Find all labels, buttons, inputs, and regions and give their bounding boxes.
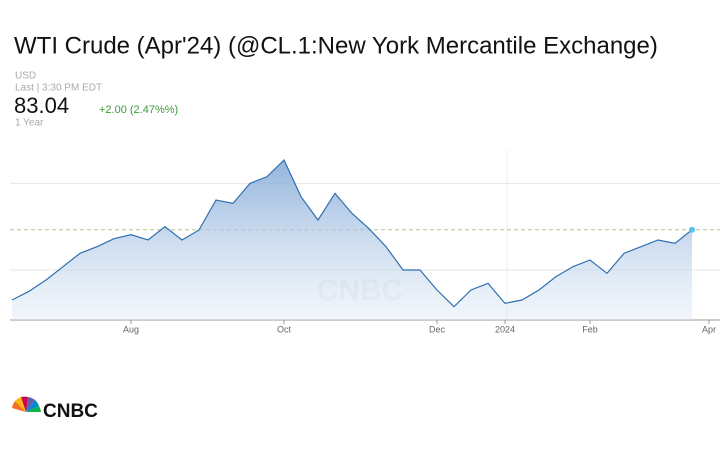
line <box>11 158 693 308</box>
x-tick-label: Aug <box>123 324 139 334</box>
x-tick-label: Feb <box>582 324 598 334</box>
last-time: Last | 3:30 PM EDT <box>15 83 102 94</box>
logo: CNBC <box>12 396 98 422</box>
last-point <box>689 226 695 233</box>
change: +2.00 (2.47%%) <box>99 104 178 116</box>
x-tick-label: Oct <box>277 324 292 334</box>
chart-title: WTI Crude (Apr'24) (@CL.1:New York Merca… <box>14 32 658 59</box>
range: 1 Year <box>15 118 44 129</box>
price: 83.04 <box>14 93 69 118</box>
logo-text: CNBC <box>43 401 98 422</box>
area <box>12 160 692 320</box>
x-tick-label: Apr <box>702 324 716 334</box>
x-tick-label: Dec <box>429 324 446 334</box>
currency: USD <box>15 71 36 82</box>
x-tick-label: 2024 <box>495 324 515 334</box>
